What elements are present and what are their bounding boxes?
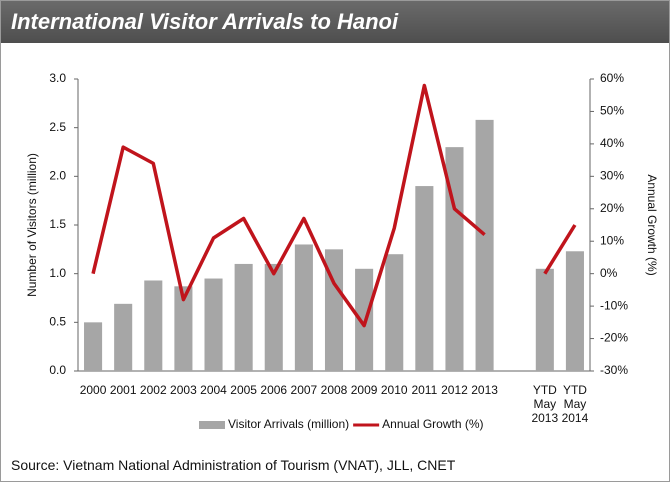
x-tick-label: 2004: [200, 383, 227, 397]
y2-tick-label: 30%: [600, 169, 624, 183]
bar: [294, 244, 313, 371]
y2-tick-label: -30%: [600, 363, 628, 377]
x-tick-label: 2009: [350, 383, 378, 397]
bar: [204, 278, 223, 371]
y2-tick-label: -20%: [600, 331, 628, 345]
bar: [475, 119, 494, 371]
y-tick-label: 1.5: [49, 217, 66, 231]
x-tick-label: 2007: [290, 383, 318, 397]
bar: [415, 186, 434, 371]
y2-tick-label: 0%: [600, 266, 618, 280]
y-tick-label: 3.0: [49, 71, 66, 85]
y2-tick-label: 20%: [600, 201, 624, 215]
bar: [445, 147, 464, 371]
x-tick-label: 2010: [380, 383, 408, 397]
bar: [535, 268, 554, 371]
x-tick-label: YTD May 2013: [531, 383, 559, 425]
line: [91, 83, 577, 328]
bar: [565, 251, 584, 371]
bar: [385, 254, 404, 371]
legend-label: Annual Growth (%): [382, 417, 483, 431]
y2-tick-label: 50%: [600, 104, 624, 118]
x-tick-label: 2005: [230, 383, 257, 397]
bar: [114, 303, 133, 371]
y-tick-label: 1.0: [49, 266, 66, 280]
chart-title: International Visitor Arrivals to Hanoi: [1, 1, 669, 43]
source-note: Source: Vietnam National Administration …: [11, 457, 456, 473]
y2-tick-label: 60%: [600, 71, 624, 85]
y-tick-label: 2.0: [49, 169, 66, 183]
bar: [324, 249, 344, 371]
bar: [84, 322, 103, 371]
x-tick-label: YTD May 2014: [561, 383, 589, 425]
y-tick-label: 0.0: [49, 363, 66, 377]
x-tick-label: 2006: [260, 383, 288, 397]
y-tick-label: 0.5: [49, 315, 66, 329]
x-tick-label: 2008: [320, 383, 348, 397]
bar: [174, 286, 193, 371]
y-tick-label: 2.5: [49, 120, 66, 134]
x-tick-label: 2001: [109, 383, 137, 397]
bar: [234, 263, 253, 371]
x-tick-label: 2011: [411, 383, 438, 397]
y2-tick-label: 40%: [600, 136, 624, 150]
y2-tick-label: 10%: [600, 233, 624, 247]
x-tick-label: 2000: [79, 383, 107, 397]
x-tick-label: 2012: [441, 383, 468, 397]
x-tick-label: 2003: [170, 383, 197, 397]
legend-label: Visitor Arrivals (million): [228, 417, 349, 431]
bar: [264, 263, 283, 371]
bar: [144, 280, 163, 371]
x-tick-label: 2002: [139, 383, 167, 397]
y-axis-title: Number of Visitors (million): [25, 153, 39, 297]
y2-axis-title: Annual Growth (%): [645, 174, 659, 275]
x-tick-label: 2013: [471, 383, 498, 397]
legend-swatch: [199, 421, 225, 429]
y2-tick-label: -10%: [600, 298, 628, 312]
